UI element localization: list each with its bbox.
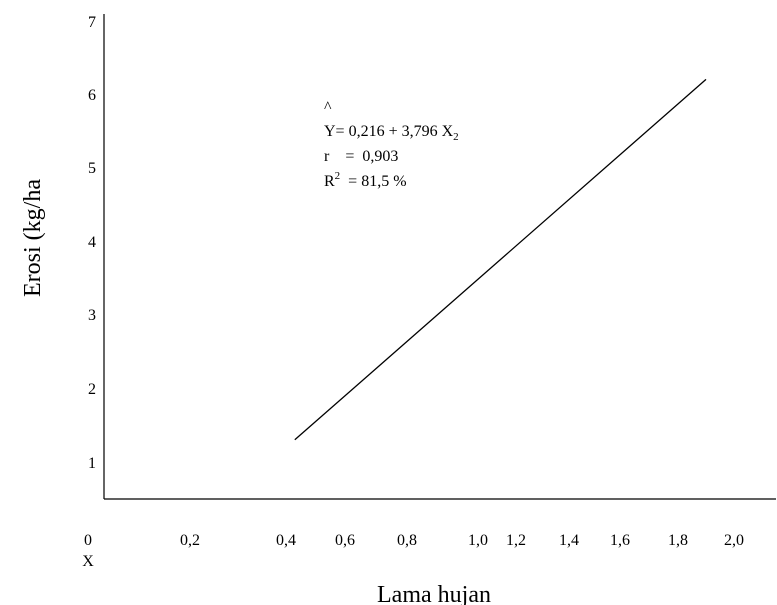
annotation-equation-main: Y= 0,216 + 3,796 X [324, 123, 454, 140]
y-tick-label: 2 [88, 381, 96, 398]
x-tick-label: 0,6 [335, 532, 355, 549]
y-tick-label: 3 [88, 307, 96, 324]
annotation-equation: Y= 0,216 + 3,796 X2 [324, 123, 459, 143]
regression-annotation: ^ Y= 0,216 + 3,796 X2 r = 0,903 R2 = 81,5… [324, 99, 459, 190]
annotation-r: r = 0,903 [324, 148, 398, 165]
y-tick-label: 4 [88, 234, 96, 251]
annotation-r2: R2 = 81,5 % [324, 170, 407, 190]
y-tick-labels: 1 2 3 4 5 6 7 [88, 14, 96, 472]
x-origin-label: 0 [84, 532, 92, 549]
x-tick-label: 0,4 [276, 532, 296, 549]
x-tick-label: 1,2 [506, 532, 526, 549]
y-tick-label: 1 [88, 455, 96, 472]
x-tick-label: 2,0 [724, 532, 744, 549]
x-tick-label: 1,8 [668, 532, 688, 549]
x-tick-label: 1,6 [610, 532, 630, 549]
y-axis-title: Erosi (kg/ha [20, 179, 46, 297]
x-axis-title: Lama hujan [377, 582, 491, 605]
y-tick-label: 5 [88, 160, 96, 177]
x-tick-labels: 0,2 0,4 0,6 0,8 1,0 1,2 1,4 1,6 1,8 2,0 [180, 532, 744, 549]
x-tick-label: 1,4 [559, 532, 579, 549]
y-tick-label: 6 [88, 87, 96, 104]
x-axis-marker: X [82, 553, 94, 570]
annotation-hat: ^ [324, 99, 332, 116]
annotation-r2-base: R [324, 173, 335, 190]
y-tick-label: 7 [88, 14, 96, 31]
annotation-r2-sup: 2 [335, 170, 341, 182]
x-tick-label: 1,0 [468, 532, 488, 549]
x-tick-label: 0,8 [397, 532, 417, 549]
annotation-r2-value: = 81,5 % [348, 173, 406, 190]
regression-line [294, 78, 707, 441]
x-tick-label: 0,2 [180, 532, 200, 549]
annotation-equation-sub: 2 [453, 131, 459, 143]
